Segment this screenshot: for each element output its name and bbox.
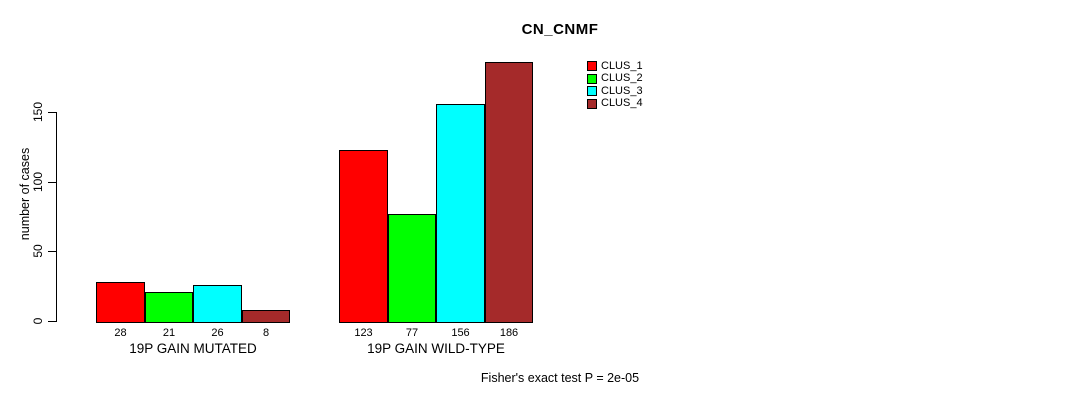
fisher-test-note: Fisher's exact test P = 2e-05: [480, 371, 640, 385]
legend-label: CLUS_4: [601, 97, 643, 110]
bar-value-label: 77: [405, 327, 419, 339]
bar-clus_4-group2: [485, 62, 533, 323]
legend-item-clus_3: CLUS_3: [587, 85, 643, 98]
legend-box: CLUS_1 CLUS_2 CLUS_3 CLUS_4: [587, 60, 643, 110]
y-tick-mark: [48, 251, 56, 252]
legend-item-clus_1: CLUS_1: [587, 60, 643, 73]
bar-value-label: 21: [162, 327, 176, 339]
y-tick-mark: [48, 182, 56, 183]
bar-value-label: 186: [499, 327, 519, 339]
legend-label: CLUS_3: [601, 84, 643, 97]
y-axis-label: number of cases: [18, 147, 32, 241]
bar-clus_2-group2: [388, 214, 436, 323]
legend-swatch-clus_3: [587, 86, 597, 97]
legend-swatch-clus_1: [587, 61, 597, 72]
bar-clus_3-group2: [436, 104, 485, 323]
bar-value-label: 28: [114, 327, 127, 339]
y-tick-label: 100: [31, 171, 45, 193]
legend-label: CLUS_1: [601, 59, 643, 72]
legend-label: CLUS_2: [601, 72, 643, 85]
bar-clus_3-group1: [193, 285, 242, 323]
y-axis-line: [56, 112, 57, 322]
bar-value-label: 8: [262, 327, 270, 339]
legend-swatch-clus_2: [587, 73, 597, 84]
group-label: 19P GAIN WILD-TYPE: [367, 341, 505, 356]
bar-value-label: 26: [211, 327, 224, 339]
bar-clus_4-group1: [242, 310, 290, 323]
y-tick-label: 50: [31, 244, 45, 258]
bar-value-label: 156: [451, 327, 470, 339]
bar-clus_1-group2: [339, 150, 388, 323]
bar-clus_2-group1: [145, 292, 193, 323]
y-tick-mark: [48, 321, 56, 322]
bar-value-label: 123: [354, 327, 373, 339]
legend-swatch-clus_4: [587, 98, 597, 109]
legend-item-clus_4: CLUS_4: [587, 98, 643, 111]
legend-item-clus_2: CLUS_2: [587, 73, 643, 86]
bar-clus_1-group1: [96, 282, 145, 323]
y-tick-mark: [48, 112, 56, 113]
group-label: 19P GAIN MUTATED: [129, 341, 257, 356]
y-tick-label: 0: [31, 317, 45, 325]
chart-title: CN_CNMF: [521, 21, 599, 38]
y-tick-label: 150: [31, 101, 45, 123]
